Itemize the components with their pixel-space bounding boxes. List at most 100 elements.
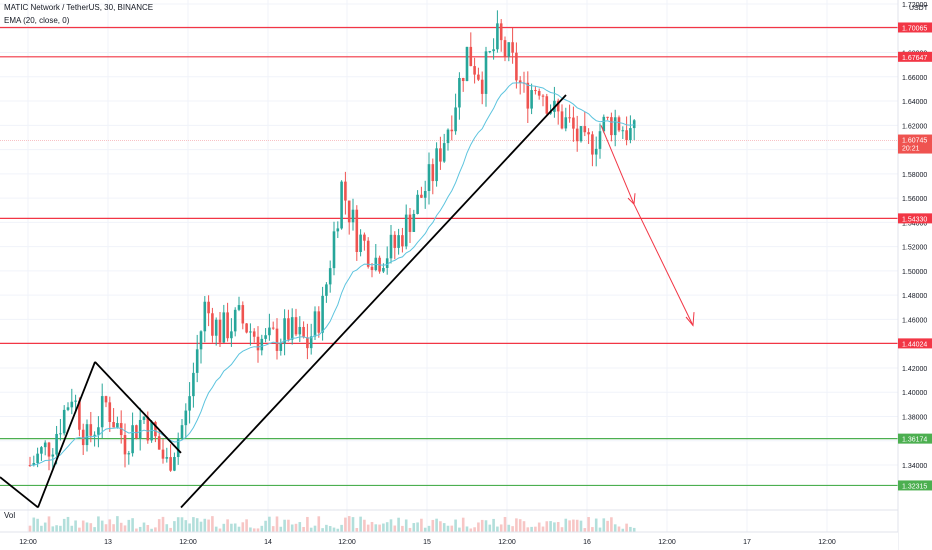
volume-bar (321, 528, 324, 532)
volume-bar (382, 523, 385, 532)
volume-bar (298, 522, 302, 532)
volume-bar (260, 525, 264, 532)
candle-body (283, 318, 286, 344)
volume-bar (302, 526, 305, 532)
trendline-rise (37, 361, 96, 508)
price-tick-label: 1.72000 (902, 2, 927, 9)
volume-bar (366, 524, 370, 532)
volume-bar (93, 527, 96, 532)
candle-body (545, 96, 549, 114)
candle-body (93, 434, 96, 436)
time-tick-label: 12:00 (338, 539, 356, 546)
time-tick-label: 12:00 (498, 539, 516, 546)
trendline-left (0, 476, 39, 509)
level-tag-label: 1.32315 (902, 483, 927, 490)
volume-bar (545, 521, 549, 532)
countdown-label: 20:21 (902, 146, 920, 153)
candle-body (530, 90, 533, 109)
volume-bar (572, 519, 575, 532)
volume-bar (416, 522, 419, 532)
candle-body (446, 129, 450, 144)
candle-body (180, 425, 184, 439)
volume-bar (488, 524, 492, 532)
volume-bar (568, 520, 571, 532)
candle-body (328, 268, 332, 285)
level-tag (898, 51, 932, 62)
candle-body (249, 331, 252, 333)
candle-body (214, 319, 218, 336)
volume-bar (55, 525, 58, 532)
candle-body (461, 77, 465, 82)
volume-bar (70, 525, 74, 532)
volume-bar (313, 525, 317, 532)
candle-body (100, 396, 104, 428)
candle-body (340, 181, 343, 229)
candle-body (241, 305, 245, 324)
candle-body (317, 311, 321, 333)
candle-body (169, 457, 172, 471)
candle-body (416, 194, 419, 214)
candle-body (503, 40, 507, 57)
candle-body (55, 433, 58, 455)
candle-body (351, 209, 355, 223)
candle-body (621, 130, 625, 132)
grid (0, 0, 898, 532)
candle-body (583, 126, 587, 133)
volume-bar (484, 520, 488, 532)
candle-body (404, 214, 408, 247)
time-axis-bg (0, 532, 898, 550)
volume-bar (279, 526, 283, 532)
candle-body (450, 129, 454, 132)
candle-body (442, 143, 446, 162)
drawings (0, 94, 695, 509)
volume-bar (511, 526, 514, 532)
time-tick-label: 12:00 (19, 539, 37, 546)
volume-bar (264, 520, 267, 532)
volume-bar (268, 516, 271, 532)
candle-body (625, 130, 628, 141)
volume-bar (214, 526, 218, 532)
candle-body (135, 425, 138, 439)
price-tick-label: 1.54000 (902, 220, 927, 227)
volume-bar (123, 525, 127, 532)
volume-bar (336, 528, 340, 532)
candle-body (598, 131, 602, 149)
volume-bar (306, 516, 309, 532)
candle-body (564, 117, 568, 129)
volume-bar (374, 524, 378, 532)
level-tag (898, 433, 932, 444)
candle-body (36, 453, 39, 464)
candle-body (123, 435, 127, 455)
candle-body (397, 235, 400, 248)
volume-bar (36, 518, 39, 532)
candle-body (47, 442, 51, 457)
volume-bar (412, 523, 416, 532)
candle-body (62, 409, 66, 434)
candle-body (401, 235, 404, 247)
candle-body (602, 116, 606, 132)
candle-body (606, 116, 609, 118)
volume-bar (161, 516, 165, 532)
volume-bar (575, 519, 579, 532)
candle-body (28, 465, 32, 466)
price-axis-bg (898, 0, 932, 550)
volume-label: Vol (4, 511, 16, 520)
volume-bar (237, 526, 241, 532)
volume-bar (560, 527, 564, 532)
volume-bar (594, 518, 598, 532)
candle-body (515, 52, 518, 81)
price-tick-label: 1.56000 (902, 196, 927, 203)
volume-bar (613, 524, 617, 532)
candle-body (344, 181, 347, 201)
candle-body (507, 42, 511, 57)
volume-bar (446, 525, 450, 532)
candle-body (309, 336, 313, 349)
volume-bar (218, 528, 222, 532)
volume-bar (256, 528, 260, 532)
candle-body (632, 120, 636, 129)
volume-bar (492, 518, 495, 532)
level-tag-label: 1.44024 (902, 341, 927, 348)
volume-bar (359, 516, 362, 532)
candle-body (290, 317, 294, 340)
